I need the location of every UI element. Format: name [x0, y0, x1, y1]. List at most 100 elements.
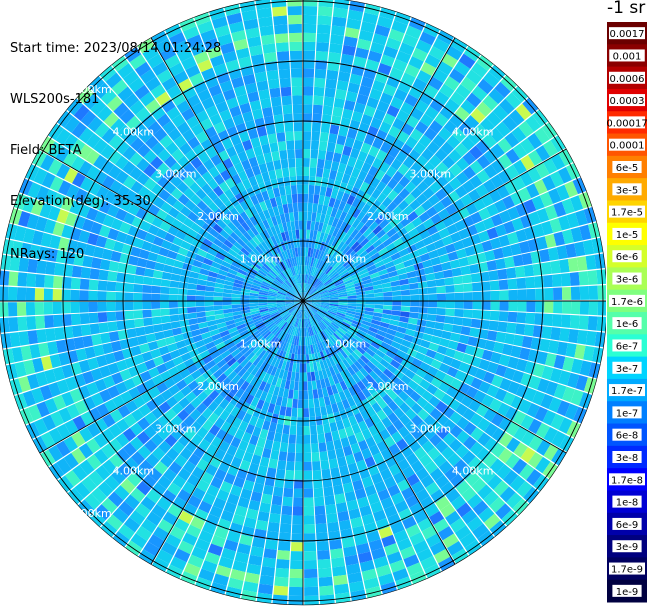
range-gate-cell: [237, 268, 248, 276]
range-gate-cell: [387, 484, 401, 497]
range-gate-cell: [35, 371, 48, 387]
range-gate-cell: [123, 517, 141, 533]
range-gate-cell: [240, 346, 250, 355]
range-gate-cell: [251, 454, 262, 466]
range-gate-cell: [489, 496, 506, 513]
range-gate-cell: [138, 403, 152, 417]
range-gate-cell: [147, 340, 159, 351]
range-gate-cell: [142, 309, 152, 318]
range-gate-cell: [236, 409, 247, 421]
range-gate-cell: [291, 286, 298, 295]
range-gate-cell: [274, 224, 281, 235]
range-gate-cell: [314, 324, 320, 334]
range-gate-cell: [270, 504, 282, 515]
range-gate-cell: [114, 155, 129, 170]
range-gate-cell: [414, 446, 427, 460]
range-gate-cell: [223, 337, 234, 346]
range-gate-cell: [266, 273, 276, 280]
range-gate-cell: [278, 186, 286, 197]
range-gate-cell: [122, 70, 140, 86]
range-gate-cell: [339, 370, 348, 381]
range-gate-cell: [491, 159, 505, 174]
range-gate-cell: [317, 271, 324, 280]
range-gate-cell: [327, 326, 335, 335]
range-gate-cell: [251, 281, 262, 288]
range-gate-cell: [355, 332, 365, 340]
range-gate-cell: [71, 325, 83, 338]
range-gate-cell: [332, 248, 340, 258]
range-gate-cell: [129, 54, 147, 70]
range-gate-cell: [491, 374, 504, 388]
range-gate-cell: [109, 453, 124, 469]
range-gate-cell: [234, 275, 245, 282]
range-ring-label: 2.00km: [367, 210, 409, 223]
range-gate-cell: [573, 406, 587, 424]
range-gate-cell: [359, 505, 373, 517]
range-gate-cell: [2, 239, 15, 255]
range-gate-cell: [304, 551, 317, 561]
range-gate-cell: [329, 335, 337, 345]
range-gate-cell: [303, 301, 305, 310]
range-gate-cell: [356, 301, 366, 305]
range-gate-cell: [515, 323, 526, 336]
range-gate-cell: [101, 443, 116, 459]
range-gate-cell: [48, 382, 61, 398]
range-gate-cell: [454, 284, 464, 293]
range-gate-cell: [349, 325, 359, 333]
range-gate-cell: [534, 127, 550, 145]
range-gate-cell: [292, 398, 298, 409]
range-gate-cell: [145, 191, 158, 204]
range-gate-cell: [195, 402, 208, 414]
range-gate-cell: [2, 348, 15, 365]
range-gate-cell: [273, 327, 281, 336]
range-gate-cell: [553, 301, 563, 314]
range-gate-cell: [374, 214, 385, 225]
range-gate-cell: [429, 467, 444, 482]
range-gate-cell: [425, 481, 440, 496]
range-gate-cell: [370, 341, 381, 350]
range-gate-cell: [231, 374, 242, 385]
range-gate-cell: [332, 344, 340, 354]
range-gate-cell: [495, 331, 507, 343]
range-gate-cell: [428, 342, 440, 352]
range-gate-cell: [386, 364, 398, 374]
range-gate-cell: [411, 480, 425, 495]
range-gate-cell: [178, 313, 189, 321]
range-gate-cell: [342, 445, 353, 457]
range-gate-cell: [350, 272, 361, 279]
range-gate-cell: [356, 380, 367, 391]
range-gate-cell: [490, 174, 504, 189]
range-gate-cell: [243, 335, 253, 344]
range-gate-cell: [137, 38, 155, 54]
range-gate-cell: [323, 396, 331, 406]
range-gate-cell: [167, 342, 178, 353]
range-gate-cell: [232, 311, 242, 316]
range-gate-cell: [130, 533, 148, 549]
range-gate-cell: [262, 315, 272, 322]
range-gate-cell: [361, 513, 375, 526]
range-gate-cell: [200, 138, 213, 152]
range-gate-cell: [259, 574, 275, 586]
range-gate-cell: [444, 76, 460, 91]
range-gate-cell: [516, 277, 527, 289]
range-gate-cell: [117, 86, 134, 102]
range-gate-cell: [258, 269, 267, 277]
range-gate-cell: [489, 310, 500, 321]
range-gate-cell: [303, 175, 310, 185]
range-gate-cell: [310, 335, 315, 345]
range-gate-cell: [134, 61, 152, 77]
range-gate-cell: [159, 301, 170, 309]
range-gate-cell: [168, 301, 178, 309]
range-gate-cell: [78, 230, 91, 244]
range-gate-cell: [297, 345, 301, 355]
range-gate-cell: [372, 239, 383, 249]
range-gate-cell: [414, 240, 426, 250]
range-gate-cell: [262, 557, 276, 568]
range-gate-cell: [556, 341, 568, 356]
range-gate-cell: [482, 133, 497, 149]
range-gate-cell: [398, 175, 411, 188]
range-gate-cell: [291, 86, 303, 96]
range-gate-cell: [168, 62, 185, 77]
range-gate-cell: [347, 462, 359, 474]
range-gate-cell: [428, 46, 446, 61]
